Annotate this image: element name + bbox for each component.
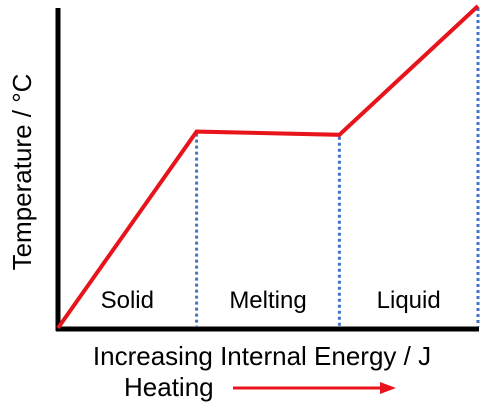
series-line [56,4,480,330]
heating-arrow-icon [380,382,396,394]
y-axis-label: Temperature / °C [7,74,37,271]
x-axis-label: Increasing Internal Energy / J [93,341,431,371]
heating-label: Heating [124,372,214,402]
region-label-melting: Melting [229,287,306,314]
phase-boundaries [195,8,480,327]
region-label-solid: Solid [101,287,154,314]
region-labels: Solid Melting Liquid [101,287,441,314]
region-label-liquid: Liquid [377,287,441,314]
